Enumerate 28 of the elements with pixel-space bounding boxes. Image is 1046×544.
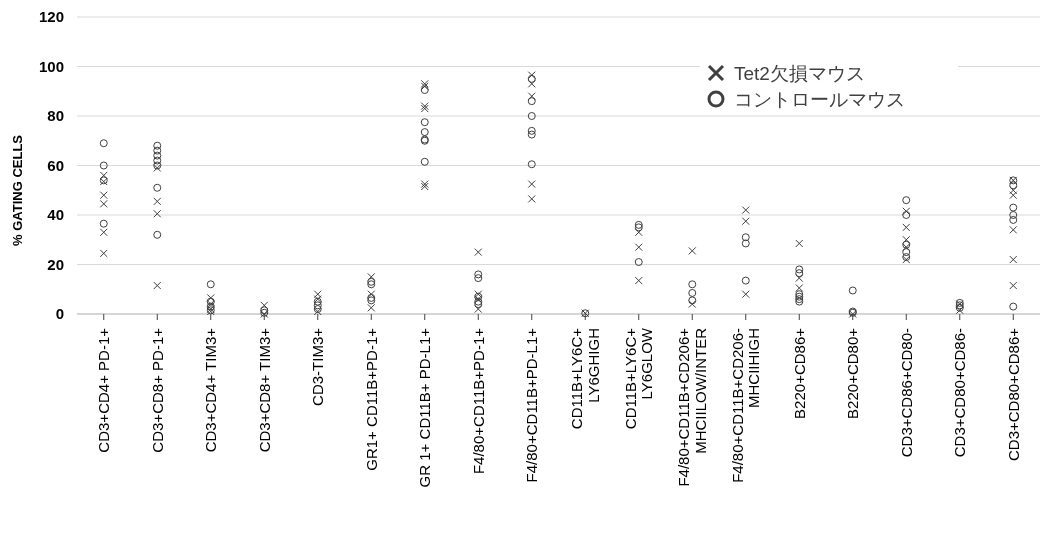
x-tick-label: F4/80+CD11B+PD-1+ [469, 327, 487, 475]
y-axis-title: % GATING CELLS [10, 134, 25, 246]
x-tick-label: CD3-TIM3+ [309, 327, 326, 406]
x-tick-label: CD3+CD80+CD86- [951, 328, 968, 458]
y-tick-label: 0 [55, 305, 64, 323]
x-tick-label: GR 1+ CD11B+ PD-L1+ [416, 327, 433, 488]
x-tick-label: CD3+CD8+ TIM3+ [255, 327, 273, 453]
y-tick-label: 60 [47, 156, 64, 174]
x-tick-label: CD3+CD86+CD80- [897, 328, 915, 458]
y-tick-label: 80 [47, 107, 64, 125]
legend-label: コントロールマウス [734, 88, 905, 110]
y-tick-label: 40 [47, 206, 64, 224]
x-tick-label: F4/80+CD11B+PD-L1+ [523, 327, 540, 483]
x-tick-label: CD11B+LY6C+ LY6GLOW [621, 327, 656, 430]
x-tick-label: F4/80+CD11B+CD206- MHCIIHIGH [728, 328, 763, 483]
x-tick-label: GR1+ CD11B+PD-1+ [362, 327, 380, 471]
x-tick-label: CD3+CD8+ PD-1+ [148, 327, 166, 453]
x-tick-label: B220+CD86+ [790, 327, 808, 419]
x-tick-label: F4/80+CD11B+CD206+ MHCIILOW/INTER [675, 327, 709, 487]
x-tick-label: CD3+CD80+CD86+ [1004, 327, 1022, 461]
x-tick-label: CD3+CD4+ PD-1+ [95, 327, 112, 453]
y-tick-label: 100 [38, 57, 64, 75]
y-tick-label: 20 [47, 255, 64, 273]
y-tick-label: 120 [38, 8, 64, 26]
legend-label: Tet2欠損マウス [734, 62, 865, 84]
x-tick-label: B220+CD80+ [844, 327, 861, 419]
x-tick-label: CD3+CD4+ TIM3+ [202, 327, 219, 453]
x-tick-label: CD11B+LY6C+ LY6GHIGH [568, 327, 602, 430]
